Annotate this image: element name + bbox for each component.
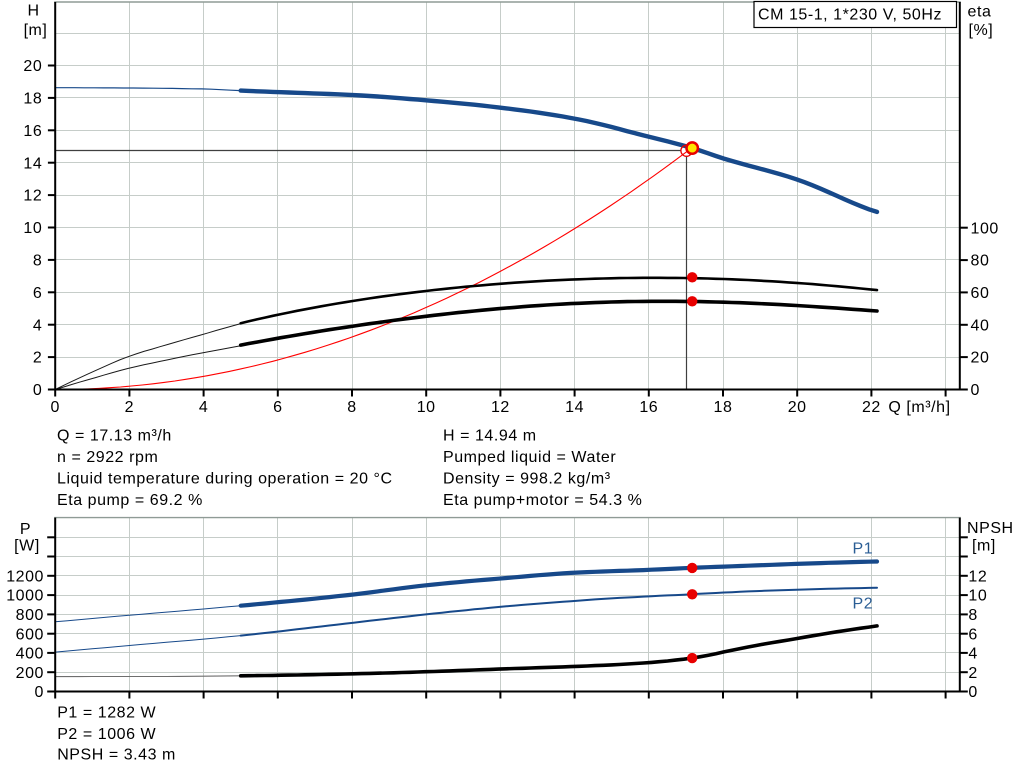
svg-text:Q = 17.13 m³/h: Q = 17.13 m³/h <box>57 428 172 445</box>
svg-text:P1: P1 <box>853 541 874 558</box>
svg-text:10: 10 <box>968 588 987 605</box>
svg-text:0: 0 <box>35 684 44 701</box>
svg-text:200: 200 <box>16 665 44 682</box>
svg-text:1000: 1000 <box>6 588 44 605</box>
svg-text:22: 22 <box>862 399 881 416</box>
svg-text:6: 6 <box>968 626 977 643</box>
svg-text:16: 16 <box>639 399 658 416</box>
svg-text:Eta pump+motor = 54.3 %: Eta pump+motor = 54.3 % <box>443 492 642 509</box>
svg-text:18: 18 <box>714 399 733 416</box>
svg-text:8: 8 <box>33 253 42 270</box>
svg-text:100: 100 <box>971 220 999 237</box>
svg-text:0: 0 <box>50 399 59 416</box>
svg-text:4: 4 <box>968 646 977 663</box>
svg-text:[W]: [W] <box>14 538 40 555</box>
svg-text:20: 20 <box>23 58 42 75</box>
svg-text:4: 4 <box>33 317 42 334</box>
svg-text:16: 16 <box>23 123 42 140</box>
svg-text:4: 4 <box>199 399 208 416</box>
svg-text:8: 8 <box>968 607 977 624</box>
svg-text:NPSH: NPSH <box>967 520 1014 537</box>
svg-text:H = 14.94 m: H = 14.94 m <box>443 428 537 445</box>
svg-text:[m]: [m] <box>972 538 996 555</box>
svg-text:2: 2 <box>125 399 134 416</box>
svg-text:400: 400 <box>16 646 44 663</box>
svg-text:1200: 1200 <box>6 568 44 585</box>
svg-text:[m]: [m] <box>24 22 48 39</box>
svg-text:600: 600 <box>16 626 44 643</box>
svg-text:eta: eta <box>968 4 992 21</box>
svg-text:8: 8 <box>347 399 356 416</box>
svg-text:0: 0 <box>33 382 42 399</box>
svg-text:12: 12 <box>968 568 987 585</box>
svg-text:[%]: [%] <box>969 22 994 39</box>
svg-text:Q [m³/h]: Q [m³/h] <box>888 399 950 416</box>
svg-text:800: 800 <box>16 607 44 624</box>
svg-text:60: 60 <box>971 285 990 302</box>
svg-text:H: H <box>27 3 39 20</box>
svg-text:80: 80 <box>971 253 990 270</box>
svg-text:6: 6 <box>273 399 282 416</box>
svg-text:12: 12 <box>491 399 510 416</box>
svg-text:P2: P2 <box>853 596 874 613</box>
svg-text:P1 = 1282 W: P1 = 1282 W <box>57 705 156 722</box>
svg-text:Liquid temperature during oper: Liquid temperature during operation = 20… <box>57 471 393 488</box>
svg-text:18: 18 <box>23 91 42 108</box>
svg-text:6: 6 <box>33 285 42 302</box>
svg-text:NPSH = 3.43 m: NPSH = 3.43 m <box>57 747 176 764</box>
svg-text:14: 14 <box>565 399 584 416</box>
svg-text:2: 2 <box>968 665 977 682</box>
svg-text:20: 20 <box>788 399 807 416</box>
svg-text:Pumped liquid = Water: Pumped liquid = Water <box>443 449 616 466</box>
svg-text:10: 10 <box>23 220 42 237</box>
svg-text:P: P <box>20 521 31 538</box>
svg-text:Density = 998.2 kg/m³: Density = 998.2 kg/m³ <box>443 471 611 488</box>
svg-text:14: 14 <box>23 155 42 172</box>
svg-text:Eta pump = 69.2 %: Eta pump = 69.2 % <box>57 492 203 509</box>
svg-text:40: 40 <box>971 317 990 334</box>
svg-text:n = 2922 rpm: n = 2922 rpm <box>57 449 158 466</box>
svg-text:20: 20 <box>971 350 990 367</box>
svg-text:P2 = 1006 W: P2 = 1006 W <box>57 726 156 743</box>
svg-text:0: 0 <box>968 684 977 701</box>
svg-text:2: 2 <box>33 350 42 367</box>
svg-text:CM 15-1, 1*230 V, 50Hz: CM 15-1, 1*230 V, 50Hz <box>758 7 942 24</box>
svg-text:12: 12 <box>23 188 42 205</box>
svg-text:10: 10 <box>417 399 436 416</box>
svg-text:0: 0 <box>971 382 980 399</box>
